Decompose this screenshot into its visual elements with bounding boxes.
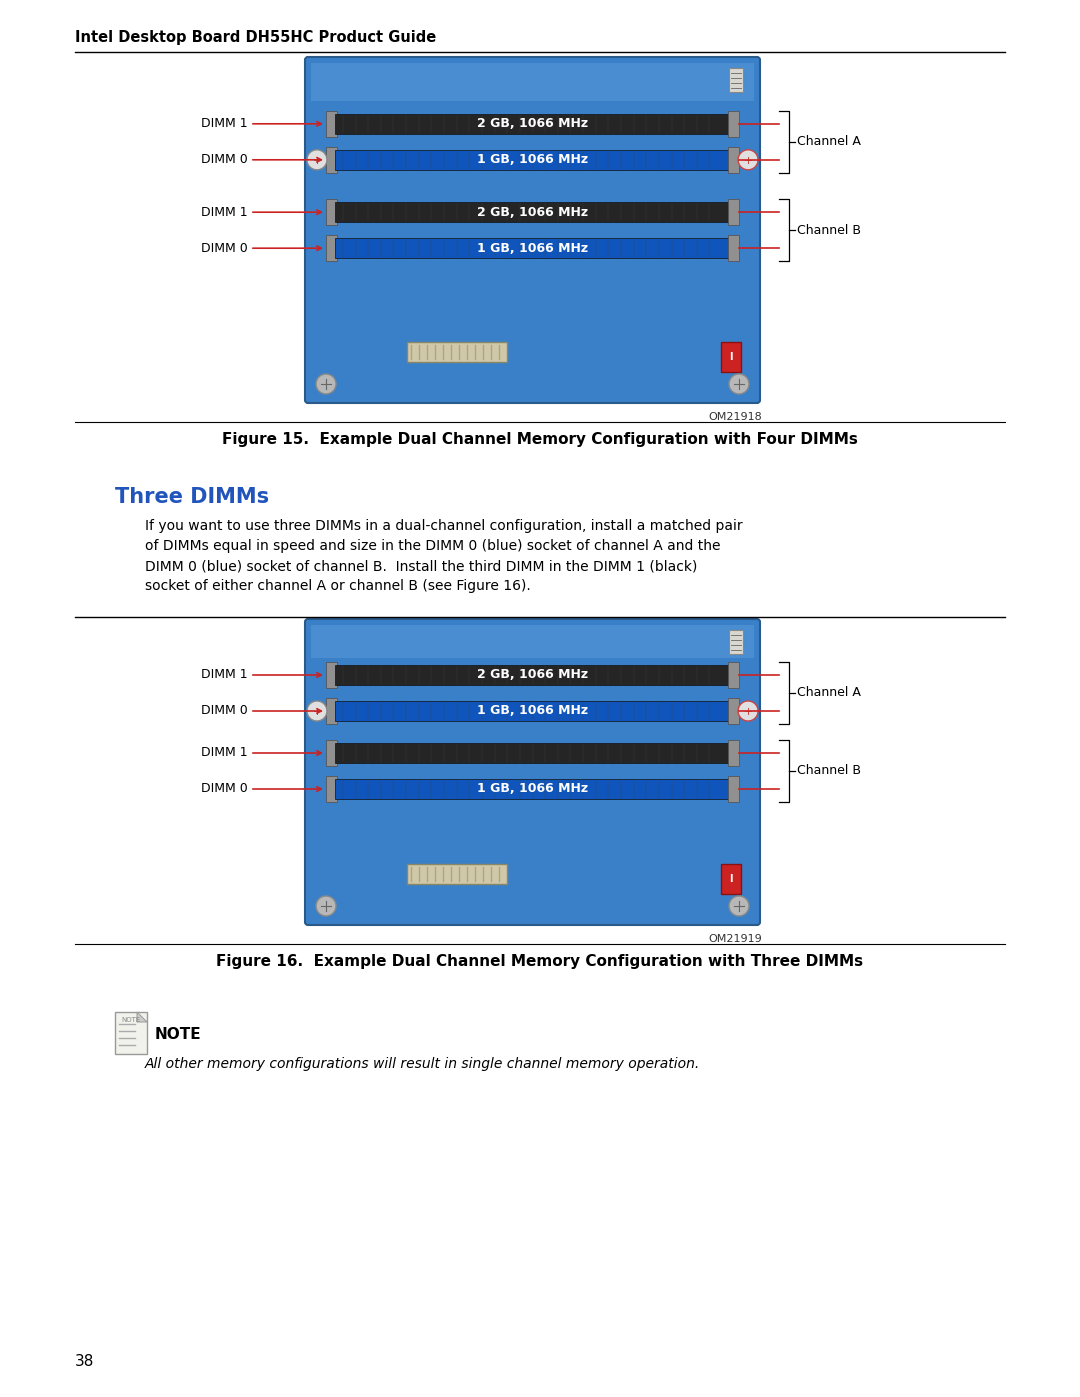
Bar xyxy=(326,740,337,766)
Circle shape xyxy=(729,374,750,394)
Bar xyxy=(335,203,730,222)
Text: 1 GB, 1066 MHz: 1 GB, 1066 MHz xyxy=(477,704,589,718)
Text: DIMM 0: DIMM 0 xyxy=(201,154,248,166)
Bar xyxy=(728,147,739,173)
Circle shape xyxy=(738,701,758,721)
Bar xyxy=(335,701,730,721)
Bar xyxy=(335,239,730,258)
Text: DIMM 1: DIMM 1 xyxy=(201,117,248,130)
Bar xyxy=(326,200,337,225)
Text: Intel Desktop Board DH55HC Product Guide: Intel Desktop Board DH55HC Product Guide xyxy=(75,29,436,45)
FancyBboxPatch shape xyxy=(305,57,760,402)
Text: 2 GB, 1066 MHz: 2 GB, 1066 MHz xyxy=(477,205,589,219)
Circle shape xyxy=(307,149,327,170)
Bar xyxy=(729,68,743,92)
Bar xyxy=(407,342,507,362)
Circle shape xyxy=(729,895,750,916)
Bar xyxy=(335,743,730,763)
Bar xyxy=(311,624,754,658)
Bar xyxy=(326,235,337,261)
Bar xyxy=(326,698,337,724)
Circle shape xyxy=(738,149,758,170)
Text: OM21919: OM21919 xyxy=(708,935,762,944)
Text: OM21918: OM21918 xyxy=(708,412,762,422)
Text: 38: 38 xyxy=(75,1354,94,1369)
Text: Channel B: Channel B xyxy=(797,224,861,236)
Circle shape xyxy=(307,701,327,721)
Text: 2 GB, 1066 MHz: 2 GB, 1066 MHz xyxy=(477,117,589,130)
Text: Channel B: Channel B xyxy=(797,764,861,778)
Text: Channel A: Channel A xyxy=(797,686,861,700)
Text: DIMM 1: DIMM 1 xyxy=(201,205,248,219)
Bar xyxy=(728,235,739,261)
Text: DIMM 0: DIMM 0 xyxy=(201,242,248,254)
Bar xyxy=(728,662,739,687)
Text: NOTE: NOTE xyxy=(121,1017,140,1023)
Bar xyxy=(728,110,739,137)
Text: Figure 15.  Example Dual Channel Memory Configuration with Four DIMMs: Figure 15. Example Dual Channel Memory C… xyxy=(222,432,858,447)
Circle shape xyxy=(316,895,336,916)
Text: I: I xyxy=(729,352,732,362)
Text: DIMM 0: DIMM 0 xyxy=(201,704,248,718)
Bar xyxy=(729,630,743,654)
Bar xyxy=(407,863,507,884)
Text: NOTE: NOTE xyxy=(156,1027,202,1042)
Text: Three DIMMs: Three DIMMs xyxy=(114,488,269,507)
Text: 2 GB, 1066 MHz: 2 GB, 1066 MHz xyxy=(477,669,589,682)
Bar xyxy=(335,149,730,170)
Text: of DIMMs equal in speed and size in the DIMM 0 (blue) socket of channel A and th: of DIMMs equal in speed and size in the … xyxy=(145,539,720,553)
FancyBboxPatch shape xyxy=(305,619,760,925)
Text: 1 GB, 1066 MHz: 1 GB, 1066 MHz xyxy=(477,782,589,795)
Text: Figure 16.  Example Dual Channel Memory Configuration with Three DIMMs: Figure 16. Example Dual Channel Memory C… xyxy=(216,954,864,970)
Text: DIMM 0: DIMM 0 xyxy=(201,782,248,795)
Bar xyxy=(326,775,337,802)
Bar xyxy=(311,63,754,101)
Text: DIMM 1: DIMM 1 xyxy=(201,669,248,682)
Bar xyxy=(335,113,730,134)
Bar xyxy=(326,147,337,173)
Text: socket of either channel A or channel B (see Figure 16).: socket of either channel A or channel B … xyxy=(145,578,530,592)
Bar xyxy=(721,342,741,372)
Bar xyxy=(721,863,741,894)
Circle shape xyxy=(316,374,336,394)
Bar xyxy=(728,200,739,225)
Text: All other memory configurations will result in single channel memory operation.: All other memory configurations will res… xyxy=(145,1058,700,1071)
Bar xyxy=(326,662,337,687)
Text: DIMM 0 (blue) socket of channel B.  Install the third DIMM in the DIMM 1 (black): DIMM 0 (blue) socket of channel B. Insta… xyxy=(145,559,698,573)
Text: 1 GB, 1066 MHz: 1 GB, 1066 MHz xyxy=(477,154,589,166)
Text: DIMM 1: DIMM 1 xyxy=(201,746,248,760)
Bar xyxy=(728,698,739,724)
Polygon shape xyxy=(137,1011,147,1023)
Bar xyxy=(335,780,730,799)
Bar xyxy=(728,775,739,802)
Text: If you want to use three DIMMs in a dual-channel configuration, install a matche: If you want to use three DIMMs in a dual… xyxy=(145,520,743,534)
Text: 1 GB, 1066 MHz: 1 GB, 1066 MHz xyxy=(477,242,589,254)
Bar xyxy=(114,1011,147,1053)
Bar xyxy=(335,665,730,685)
Bar xyxy=(326,110,337,137)
Text: Channel A: Channel A xyxy=(797,136,861,148)
Text: I: I xyxy=(729,875,732,884)
Bar xyxy=(728,740,739,766)
